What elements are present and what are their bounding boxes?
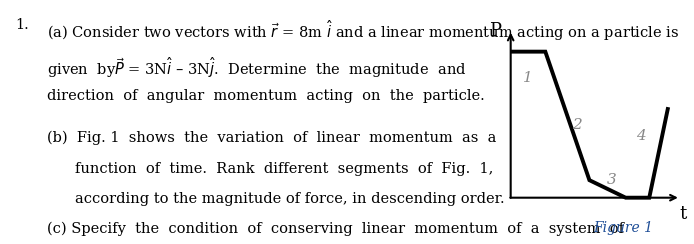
Text: 3: 3 bbox=[607, 173, 616, 187]
Text: function  of  time.  Rank  different  segments  of  Fig.  1,: function of time. Rank different segment… bbox=[75, 162, 493, 175]
Text: (a) Consider two vectors with $\vec{r}$ = 8m $\hat{i}$ and a linear momentum act: (a) Consider two vectors with $\vec{r}$ … bbox=[47, 18, 679, 43]
Text: P: P bbox=[489, 22, 500, 40]
Text: direction  of  angular  momentum  acting  on  the  particle.: direction of angular momentum acting on … bbox=[47, 89, 485, 103]
Text: given  by$\vec{P}$ = 3N$\hat{i}$ – 3N$\hat{j}$.  Determine  the  magnitude  and: given by$\vec{P}$ = 3N$\hat{i}$ – 3N$\ha… bbox=[47, 55, 466, 80]
Text: 1.: 1. bbox=[15, 18, 29, 32]
Text: (b)  Fig. 1  shows  the  variation  of  linear  momentum  as  a: (b) Fig. 1 shows the variation of linear… bbox=[47, 131, 497, 145]
Text: t: t bbox=[679, 205, 686, 223]
Text: (c) Specify  the  condition  of  conserving  linear  momentum  of  a  system  of: (c) Specify the condition of conserving … bbox=[47, 221, 624, 236]
Text: 1: 1 bbox=[523, 71, 533, 85]
Text: 4: 4 bbox=[636, 129, 646, 143]
Text: Figure 1: Figure 1 bbox=[593, 221, 653, 235]
Text: 2: 2 bbox=[572, 118, 582, 132]
Text: according to the magnitude of force, in descending order.: according to the magnitude of force, in … bbox=[75, 192, 505, 205]
